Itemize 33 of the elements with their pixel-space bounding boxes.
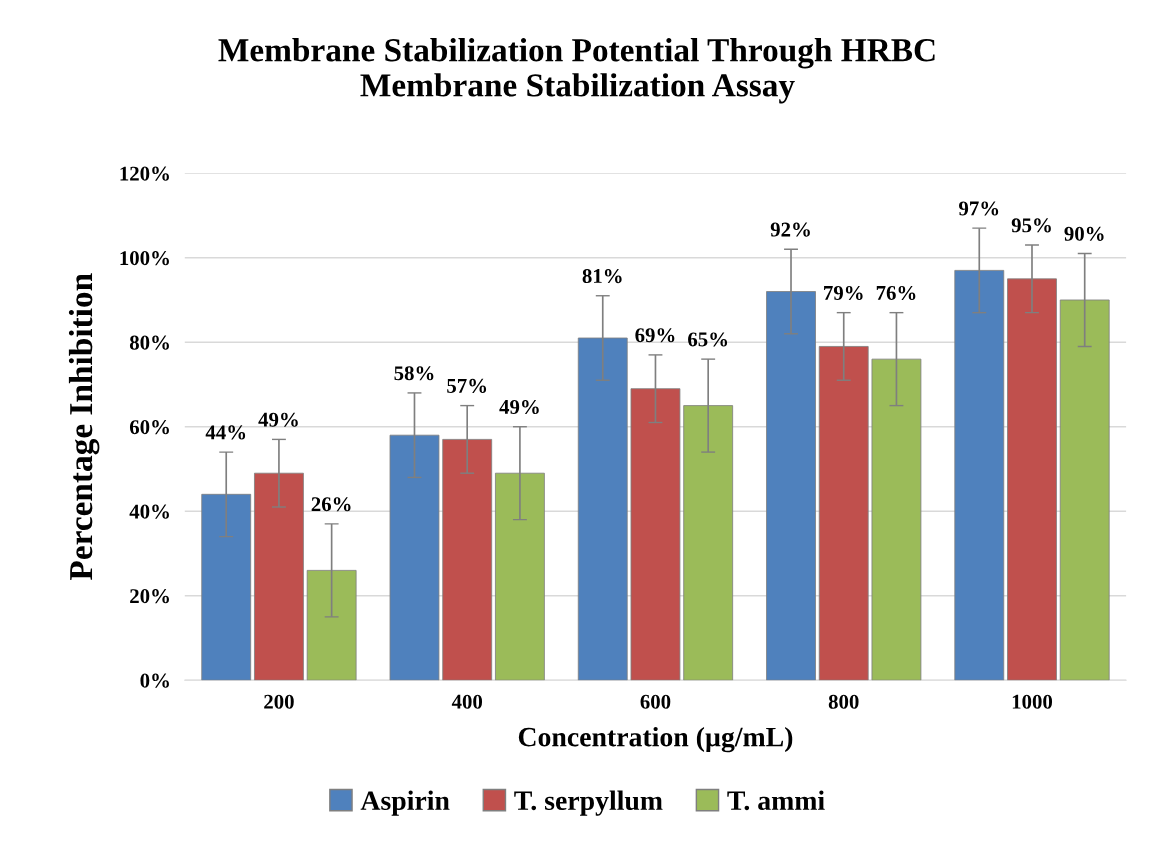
legend-label: Aspirin xyxy=(360,790,450,816)
y-tick-label: 80% xyxy=(129,335,169,350)
data-label: 26% xyxy=(311,497,351,512)
data-label: 79% xyxy=(824,285,863,301)
data-label: 49% xyxy=(258,412,298,427)
x-tick-label: 200 xyxy=(264,694,294,709)
data-label: 65% xyxy=(688,332,728,347)
y-tick-label: 60% xyxy=(129,420,169,435)
data-label: 57% xyxy=(447,378,487,393)
data-label: 97% xyxy=(959,201,999,216)
data-label: 95% xyxy=(1011,218,1051,233)
data-label: 81% xyxy=(582,269,622,284)
chart-title: Membrane Stabilization Potential Through HRBC Membrane Stabilization Assay xyxy=(218,38,935,104)
y-tick-label: 40% xyxy=(129,504,169,519)
data-label: 44% xyxy=(205,425,246,440)
y-axis-title: Percentage Inhibition xyxy=(68,273,100,581)
y-tick-label: 120% xyxy=(120,166,169,181)
data-label: 58% xyxy=(394,366,434,381)
y-tick-label: 100% xyxy=(120,251,169,266)
data-label: 90% xyxy=(1064,226,1104,241)
x-tick-label: 1000 xyxy=(1012,694,1053,709)
x-tick-label: 800 xyxy=(828,694,859,709)
data-label: 92% xyxy=(770,222,810,237)
data-label: 49% xyxy=(499,399,539,415)
legend-label: T. serpyllum xyxy=(514,790,663,816)
data-label: 76% xyxy=(876,285,916,301)
y-tick-label: 20% xyxy=(130,589,169,604)
x-tick-label: 400 xyxy=(451,694,483,709)
legend-label: T. ammi xyxy=(727,790,825,811)
x-axis-title: Concentration (µg/mL) xyxy=(518,726,793,753)
x-tick-label: 600 xyxy=(640,694,671,709)
data-label: 69% xyxy=(635,328,675,343)
y-tick-label: 0% xyxy=(140,673,169,688)
